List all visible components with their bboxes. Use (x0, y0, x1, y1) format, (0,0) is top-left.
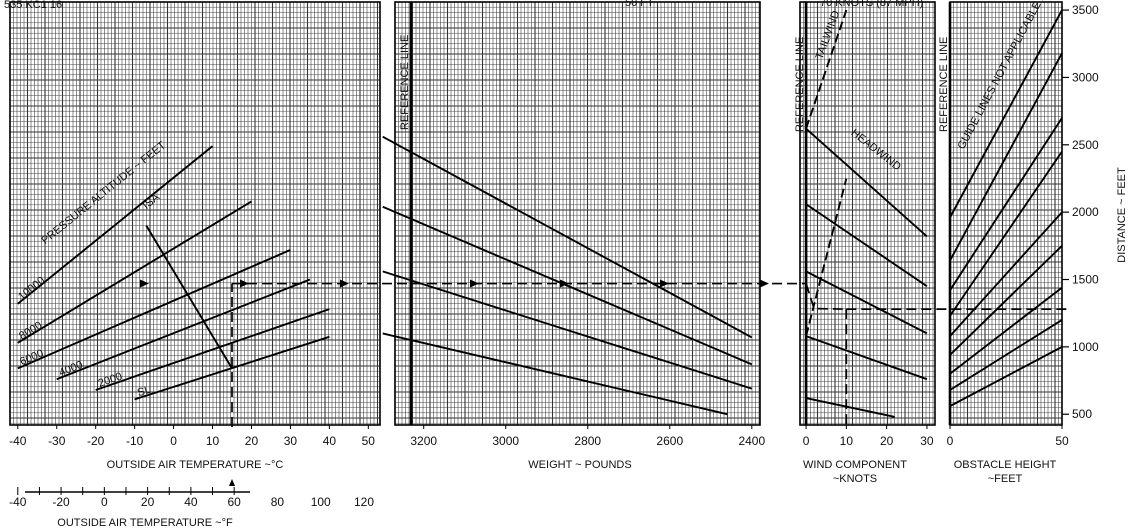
isa-line (145, 225, 233, 369)
example-arrow-4 (560, 279, 569, 288)
obstacle-axis-label: OBSTACLE HEIGHT (954, 459, 1057, 471)
example-arrow-1 (240, 279, 249, 288)
obstacle-line-6 (949, 286, 1063, 375)
wind-tick-label-0: 0 (803, 434, 810, 448)
obstacle-tick-label-50: 50 (1055, 434, 1069, 448)
wind-tick-label-30: 30 (920, 434, 934, 448)
fahrenheit-tick-label-40: 40 (184, 495, 198, 509)
temperature-tick-label--30: -30 (48, 434, 66, 448)
wind-grid-bg (800, 2, 935, 425)
obstacle-line-3 (949, 150, 1063, 317)
obstacle-line-0 (949, 9, 1063, 218)
fahrenheit-tick-label-80: 80 (271, 495, 285, 509)
obstacle-line-5 (949, 245, 1063, 356)
weight-grid (394, 1, 761, 426)
example-arrow-2 (340, 279, 349, 288)
tailwind-line-0 (805, 9, 848, 129)
temperature-tick-label-40: 40 (323, 434, 337, 448)
altitude-line-4 (17, 200, 252, 344)
temperature-frame (9, 1, 381, 426)
temperature-tick-label--40: -40 (9, 434, 27, 448)
weight-frame (394, 1, 761, 426)
altitude-line-3 (17, 249, 291, 370)
altitude-line-5 (17, 145, 214, 305)
temperature-tick-label--10: -10 (126, 434, 144, 448)
temperature-grid (9, 1, 381, 426)
weight-axis-label: WEIGHT ~ POUNDS (528, 459, 631, 471)
headwind-line-3 (805, 335, 928, 381)
y-tick-label-1500: 1500 (1072, 273, 1099, 287)
y-tick-label-2000: 2000 (1072, 205, 1099, 219)
example-arrow-3 (470, 279, 479, 288)
headwind-line-0 (805, 127, 928, 238)
temperature-grid-bg (10, 2, 380, 425)
weight-line-3 (382, 332, 728, 416)
wind-axis-unit: ~KNOTS (833, 473, 877, 485)
tailwind-line-1 (805, 178, 848, 337)
temperature-tick-label-30: 30 (284, 434, 298, 448)
fahrenheit-tick-label-60: 60 (227, 495, 241, 509)
example-arrow-0 (140, 279, 149, 288)
fahrenheit-tick-label-120: 120 (354, 495, 374, 509)
obstacle-line-2 (949, 117, 1063, 291)
weight-line-0 (382, 135, 753, 339)
weight-line-1 (382, 205, 753, 366)
y-axis-label: DISTANCE ~ FEET (1116, 167, 1128, 263)
y-tick-label-2500: 2500 (1072, 138, 1099, 152)
wind-axis-label: WIND COMPONENT (803, 459, 907, 471)
fahrenheit-axis-label: OUTSIDE AIR TEMPERATURE ~°F (57, 517, 233, 529)
fahrenheit-marker (229, 479, 235, 486)
wind-grid (799, 1, 936, 426)
obstacle-reference-label: REFERENCE LINE (938, 37, 950, 132)
y-tick-label-3000: 3000 (1072, 70, 1099, 84)
headwind-line-2 (805, 270, 928, 335)
temperature-tick-label-10: 10 (206, 434, 220, 448)
chart-grid (9, 1, 1063, 426)
example-arrow-5 (660, 279, 669, 288)
obstacle-line-1 (949, 52, 1063, 262)
wind-tick-label-20: 20 (880, 434, 894, 448)
weight-tick-label-2400: 2400 (738, 434, 765, 448)
weight-tick-label-3200: 3200 (410, 434, 437, 448)
weight-reference-label: REFERENCE LINE (399, 35, 411, 130)
obstacle-line-8 (949, 346, 1063, 407)
weight-grid-bg (395, 2, 760, 425)
example-arrow-6 (760, 279, 769, 288)
fahrenheit-tick-label-0: 0 (101, 495, 108, 509)
obstacle-line-7 (949, 319, 1063, 391)
example-wind-path (805, 283, 847, 310)
y-tick-label-500: 500 (1072, 407, 1092, 421)
wind-tick-label-10: 10 (840, 434, 854, 448)
temperature-axis-label: OUTSIDE AIR TEMPERATURE ~°C (107, 459, 284, 471)
obstacle-tick-label-0: 0 (947, 434, 954, 448)
temperature-tick-label--20: -20 (87, 434, 105, 448)
chart-lines (17, 2, 1070, 427)
obstacle-line-4 (949, 211, 1063, 337)
altitude-line-1 (95, 308, 330, 391)
weight-tick-label-2800: 2800 (574, 434, 601, 448)
y-tick-label-3500: 3500 (1072, 3, 1099, 17)
weight-tick-label-2600: 2600 (656, 434, 683, 448)
altitude-line-2 (56, 278, 311, 381)
fahrenheit-tick-label--40: -40 (9, 495, 27, 509)
fahrenheit-tick-label-20: 20 (141, 495, 155, 509)
headwind-line-1 (805, 203, 928, 287)
y-tick-label-1000: 1000 (1072, 340, 1099, 354)
headwind-line-4 (805, 397, 895, 418)
weight-line-2 (382, 270, 753, 390)
wind-frame (799, 1, 936, 426)
fahrenheit-tick-label-100: 100 (311, 495, 331, 509)
altitude-label-SL: SL (136, 384, 152, 400)
header-partial-left: 50 FT (625, 0, 654, 9)
temperature-tick-label-20: 20 (245, 434, 259, 448)
figure-id: 535 KC1 16 (4, 0, 62, 11)
weight-tick-label-3000: 3000 (492, 434, 519, 448)
obstacle-axis-unit: ~FEET (988, 473, 1023, 485)
fahrenheit-tick-label--20: -20 (52, 495, 70, 509)
wind-reference-label: REFERENCE LINE (794, 37, 806, 132)
temperature-tick-label-0: 0 (170, 434, 177, 448)
temperature-tick-label-50: 50 (362, 434, 376, 448)
header-partial-right: 70 KNOTS (87 MPH) (820, 0, 923, 9)
